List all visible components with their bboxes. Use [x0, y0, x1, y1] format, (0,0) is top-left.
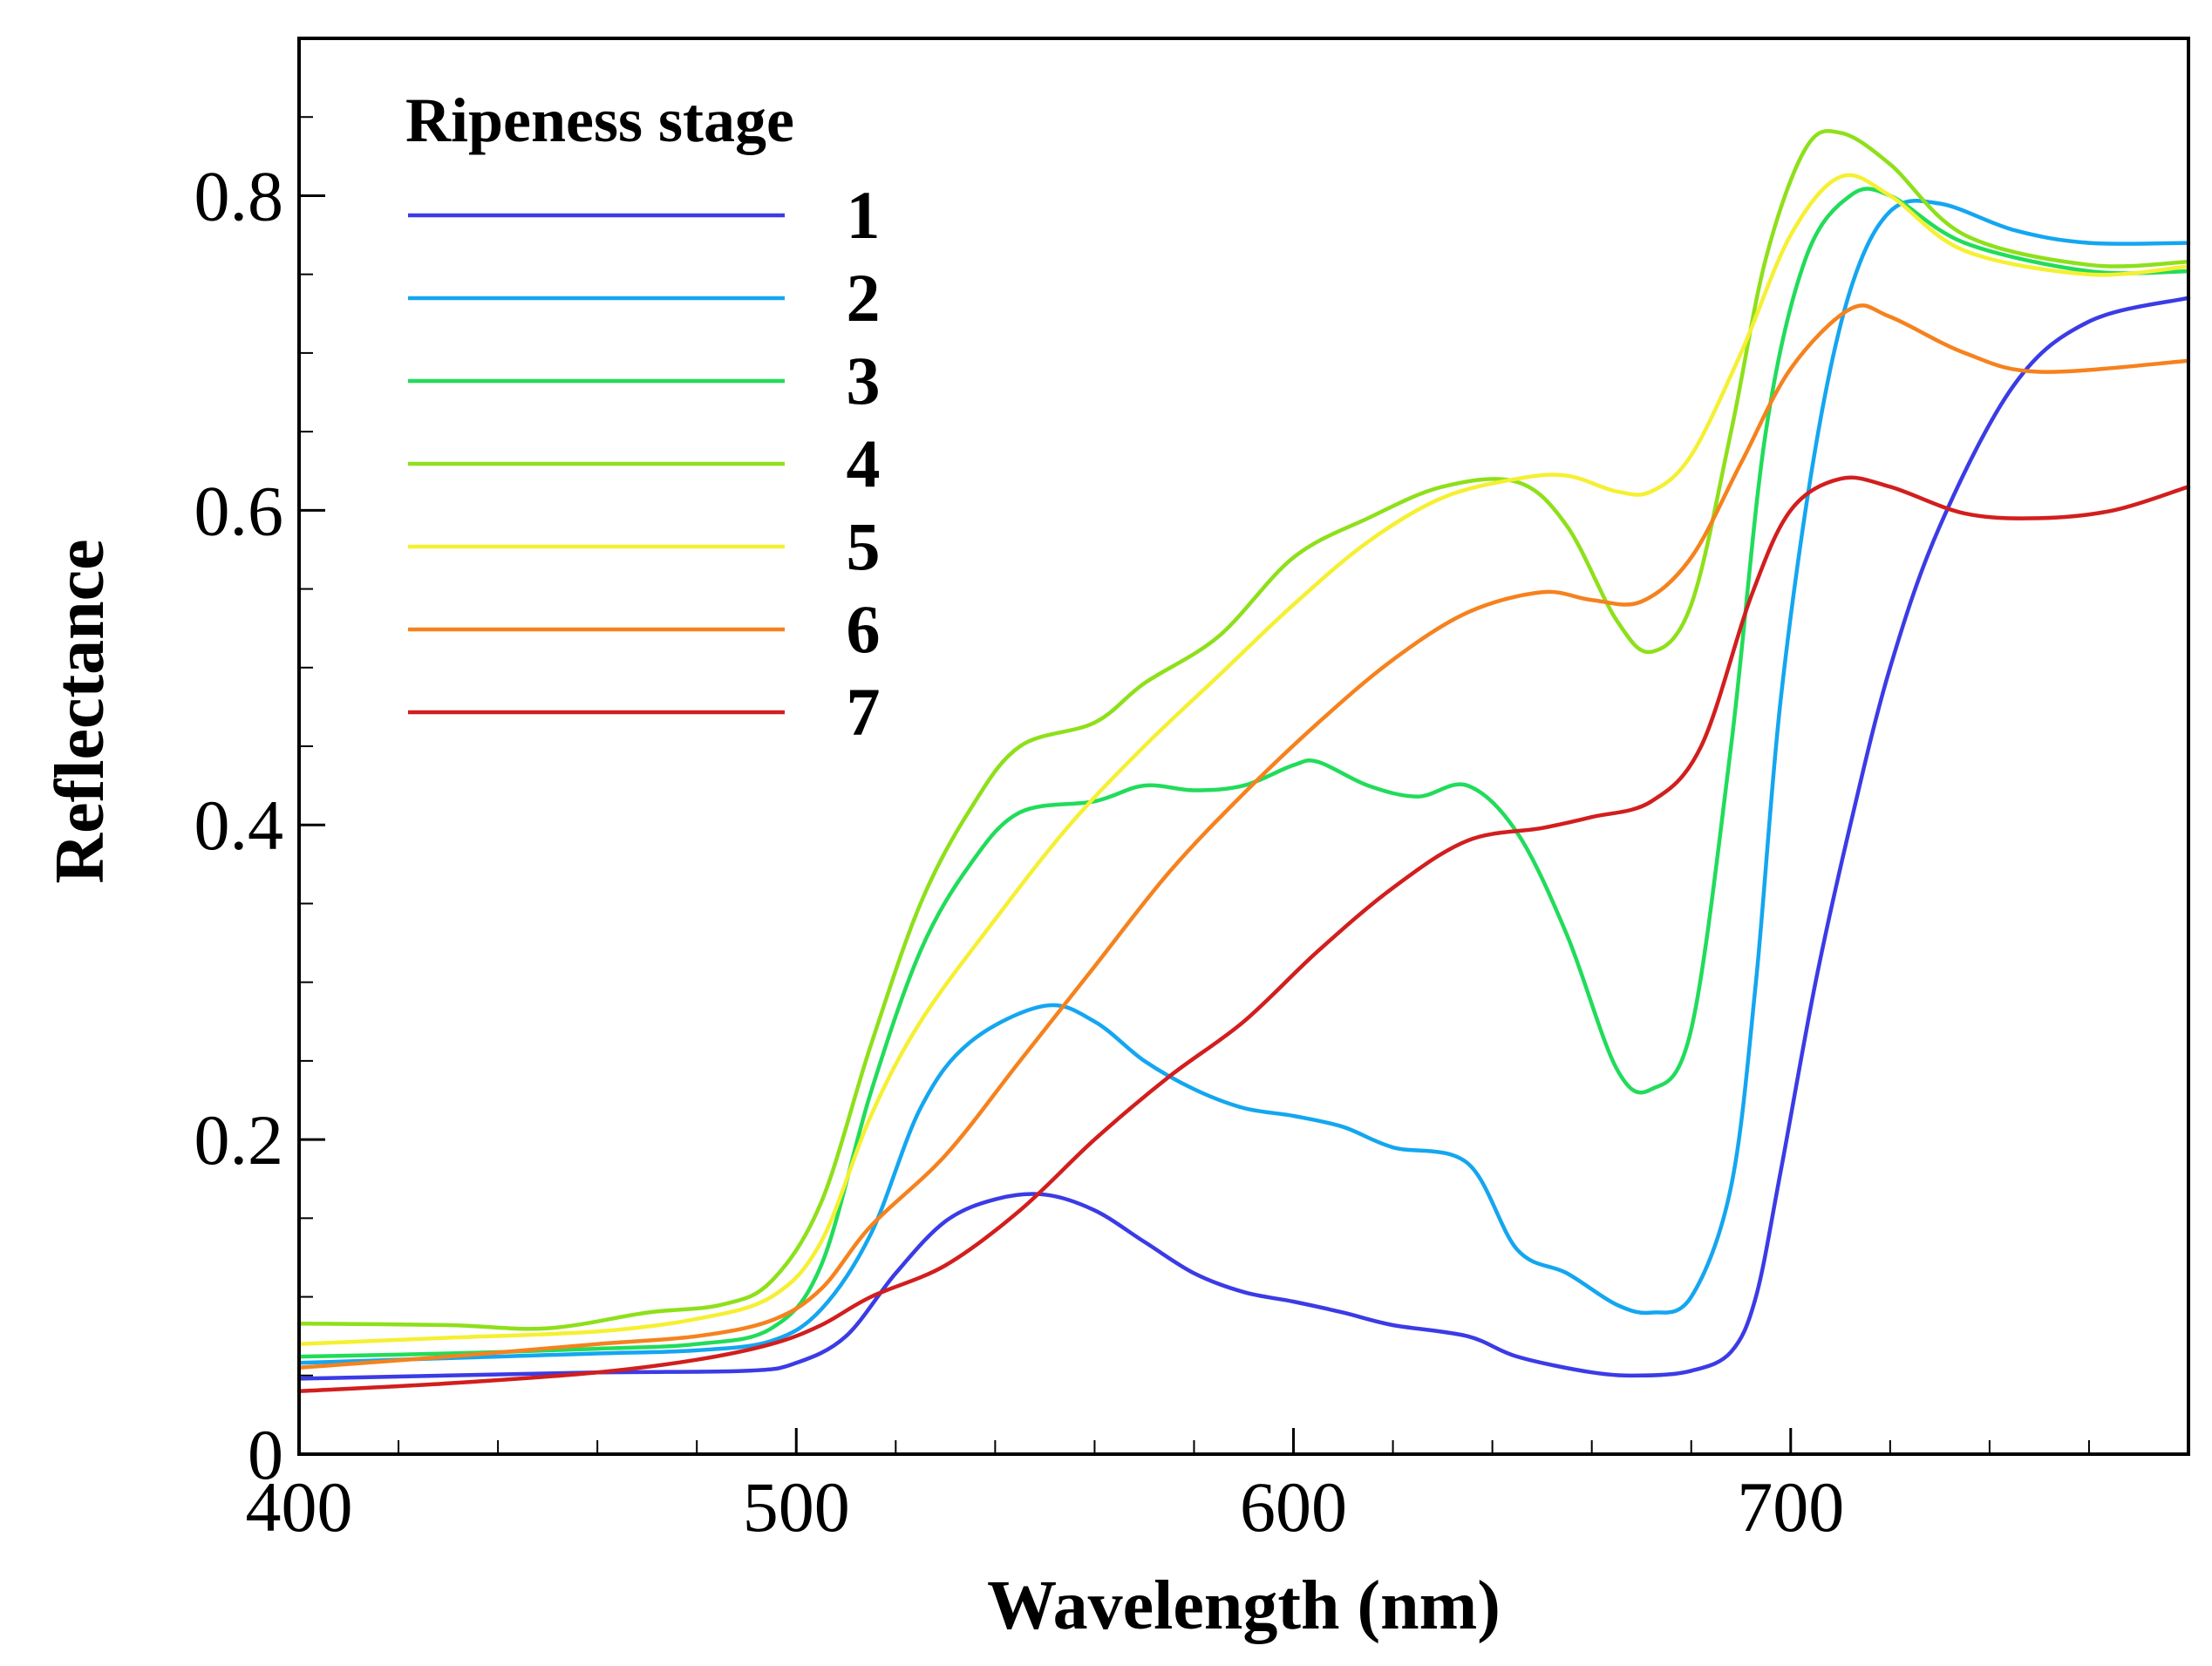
legend-label-stage-5: 5 — [847, 508, 881, 584]
series-line-stage-7 — [296, 475, 2191, 1394]
y-tick-label: 0.8 — [194, 156, 284, 235]
y-tick-label: 0.4 — [194, 785, 284, 865]
minor-ticks — [299, 37, 2189, 1454]
y-tick-label: 0.2 — [194, 1100, 284, 1180]
series-line-stage-4 — [296, 129, 2191, 1331]
y-tick-label: 0.6 — [194, 471, 284, 550]
legend-label-stage-6: 6 — [847, 591, 881, 667]
series-line-stage-1 — [296, 296, 2191, 1381]
x-tick-label: 700 — [1737, 1467, 1844, 1547]
y-axis-title: Reflectance — [42, 539, 119, 883]
series-line-stage-6 — [296, 303, 2191, 1370]
tick-labels: 400 500 600 700 0 0.2 0.4 0.6 0.8 — [194, 156, 1845, 1547]
series-line-stage-5 — [296, 173, 2191, 1346]
x-axis-title: Wavelength (nm) — [987, 1567, 1501, 1644]
x-tick-label: 600 — [1240, 1467, 1347, 1547]
legend-label-stage-1: 1 — [847, 177, 881, 253]
x-tick-label: 400 — [246, 1467, 353, 1547]
legend-label-stage-4: 4 — [847, 425, 881, 501]
y-tick-label: 0 — [248, 1415, 283, 1494]
legend-label-stage-7: 7 — [847, 674, 881, 750]
series-line-stage-3 — [296, 187, 2191, 1359]
legend-label-stage-3: 3 — [847, 343, 881, 418]
legend-label-stage-2: 2 — [847, 260, 881, 336]
series-lines — [296, 129, 2191, 1394]
series-line-stage-2 — [296, 199, 2191, 1365]
plot-frame — [297, 37, 2190, 1456]
x-tick-label: 500 — [743, 1467, 850, 1547]
legend-title: Ripeness stage — [405, 85, 794, 155]
